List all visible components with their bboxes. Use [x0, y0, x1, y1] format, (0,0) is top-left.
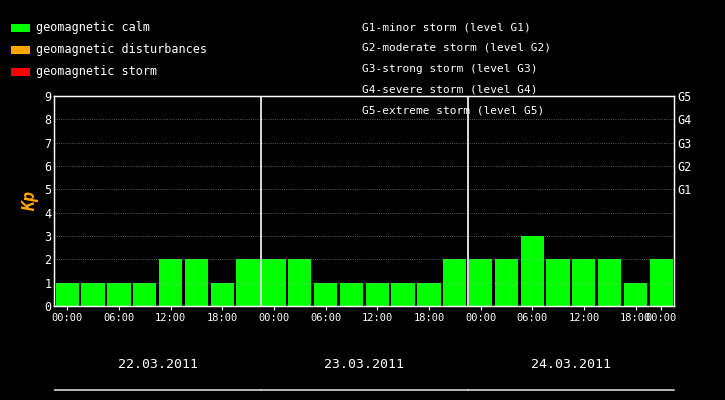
Bar — [56, 283, 79, 306]
Bar — [340, 283, 363, 306]
Text: G1-minor storm (level G1): G1-minor storm (level G1) — [362, 22, 531, 32]
Text: 24.03.2011: 24.03.2011 — [531, 358, 611, 371]
Text: G2-moderate storm (level G2): G2-moderate storm (level G2) — [362, 43, 552, 53]
Text: geomagnetic disturbances: geomagnetic disturbances — [36, 43, 207, 56]
Bar — [469, 259, 492, 306]
Bar — [288, 259, 311, 306]
Text: G4-severe storm (level G4): G4-severe storm (level G4) — [362, 84, 538, 94]
Text: G3-strong storm (level G3): G3-strong storm (level G3) — [362, 64, 538, 74]
Bar — [107, 283, 130, 306]
Text: 23.03.2011: 23.03.2011 — [324, 358, 405, 371]
Bar — [133, 283, 157, 306]
Y-axis label: Kp: Kp — [21, 191, 39, 211]
Bar — [418, 283, 441, 306]
Text: G5-extreme storm (level G5): G5-extreme storm (level G5) — [362, 105, 544, 115]
Bar — [521, 236, 544, 306]
Bar — [314, 283, 337, 306]
Bar — [211, 283, 234, 306]
Bar — [365, 283, 389, 306]
Bar — [81, 283, 104, 306]
Text: geomagnetic calm: geomagnetic calm — [36, 21, 150, 34]
Bar — [650, 259, 673, 306]
Bar — [262, 259, 286, 306]
Bar — [598, 259, 621, 306]
Bar — [443, 259, 466, 306]
Text: 22.03.2011: 22.03.2011 — [117, 358, 198, 371]
Bar — [159, 259, 182, 306]
Bar — [392, 283, 415, 306]
Bar — [236, 259, 260, 306]
Bar — [547, 259, 570, 306]
Bar — [624, 283, 647, 306]
Bar — [572, 259, 595, 306]
Bar — [494, 259, 518, 306]
Text: geomagnetic storm: geomagnetic storm — [36, 65, 157, 78]
Bar — [185, 259, 208, 306]
